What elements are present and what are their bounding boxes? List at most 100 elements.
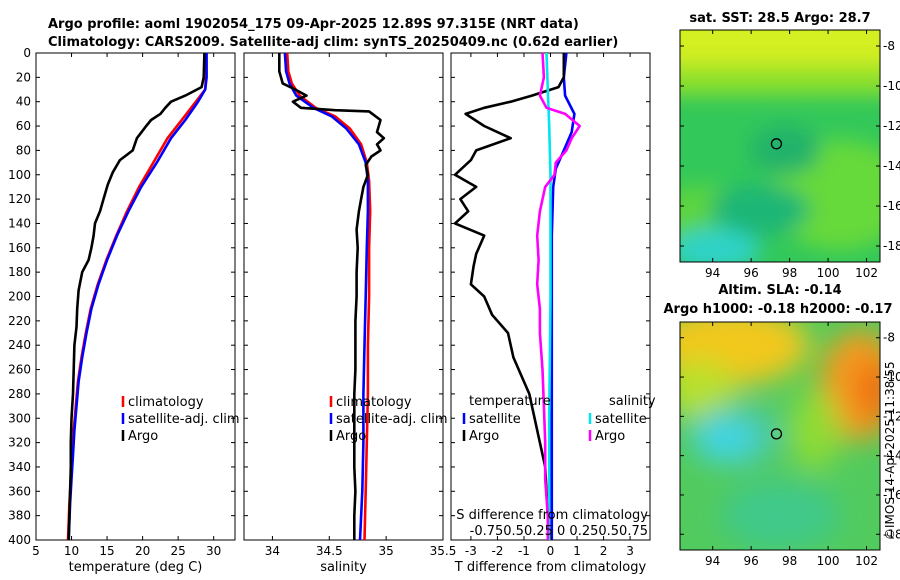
x-tick-label: 2 [600,544,608,558]
panel-frame [35,52,236,541]
sla-map-title-line2: Argo h1000: -0.18 h2000: -0.17 [663,302,892,317]
figure-title-line1: Argo profile: aoml 1902054_175 09-Apr-20… [48,17,579,32]
map-x-tick-label: 100 [817,554,840,568]
y-tick-label: 80 [16,143,31,157]
panel-frame [243,52,444,541]
series-line-satellite-adj-clim [67,53,208,541]
series-line-temperature-argo [453,53,566,541]
map-y-tick-label: -10 [883,370,900,384]
y-tick-label: 360 [8,484,31,498]
map-x-tick-label: 94 [705,554,720,568]
x-tick-label: 34.5 [316,544,343,558]
legend-label: satellite [595,412,647,427]
x-tick-label: 35 [379,544,394,558]
y-tick-label: 260 [8,363,31,377]
map-x-tick-label: 94 [705,266,720,280]
y-tick-label: 200 [8,290,31,304]
map-y-tick-label: -12 [883,409,900,423]
s-difference-tick-labels: -0.750.50.25 0 0.250.50.75 [470,524,648,539]
y-tick-label: 400 [8,533,31,547]
x-tick-label: 10 [64,544,79,558]
map-x-tick-label: 98 [782,266,797,280]
series-line-salinity-satellite [545,52,552,540]
sla-map: Altim. SLA: -0.14 Argo h1000: -0.18 h200… [663,283,900,568]
y-tick-label: 100 [8,168,31,182]
map-y-tick-label: -16 [883,199,900,213]
difference-panel: -3 -2 -1 0 1 2 3 T difference from climatology t… [450,52,656,575]
map-y-tick-label: -14 [883,449,900,463]
y-tick-label: 320 [8,436,31,450]
map-y-tick-label: -10 [883,79,900,93]
x-tick-label: -2 [491,544,503,558]
s-difference-axis-label: S difference from climatology [456,508,648,523]
y-tick-label: 160 [8,241,31,255]
legend-label: climatology [128,395,204,410]
y-tick-label: 300 [8,411,31,425]
x-axis-label: salinity [320,560,367,575]
x-tick-label: 35.5 [430,544,457,558]
x-tick-label: 5 [32,544,40,558]
x-tick-label: 25 [171,544,186,558]
map-y-tick-label: -12 [883,119,900,133]
argo-location-marker [770,428,783,440]
x-axis-label: T difference from climatology [454,560,647,575]
map-y-tick-label: -8 [883,331,895,345]
legend-label: satellite [469,412,521,427]
legend-label: Argo [595,429,625,444]
figure-title-line2: Climatology: CARS2009. Satellite-adj cli… [48,35,618,50]
temperature-panel: 0 20 40 60 80 100 120 140 160 180 200 220 240 260 280 3… [8,46,240,575]
map-x-tick-label: 102 [855,266,878,280]
x-tick-label: 3 [626,544,634,558]
series-line-argo [277,53,386,540]
legend-label: Argo [128,429,158,444]
y-tick-label: 20 [16,70,31,84]
series-line-salinity-argo [535,52,582,540]
map-y-tick-label: -8 [883,39,895,53]
y-tick-label: 380 [8,509,31,523]
legend-label: climatology [336,395,412,410]
legend-label: Argo [336,429,366,444]
salinity-panel: 34 34.5 35 35.5 salinity climatology satellite… [243,52,457,575]
y-tick-label: 220 [8,314,31,328]
y-tick-label: 180 [8,265,31,279]
y-tick-label: 340 [8,460,31,474]
map-x-tick-label: 96 [744,554,759,568]
legend-label: satellite-adj. clim [128,412,240,427]
sst-map: sat. SST: 28.5 Argo: 28.7 94 96 98 100 102 -8… [679,11,900,280]
y-tick-label: 0 [23,46,31,60]
x-tick-label: 15 [99,544,114,558]
y-tick-label: 140 [8,216,31,230]
argo-location-marker [770,138,783,150]
y-tick-label: 280 [8,387,31,401]
x-tick-label: -1 [518,544,530,558]
x-axis-label: temperature (deg C) [69,560,203,575]
legend-header-salinity: salinity [609,394,656,409]
credit-text: ©IMOS 14-Apr-2025 11:38:55 [883,361,897,540]
map-x-tick-label: 100 [817,266,840,280]
x-tick-label: -3 [465,544,477,558]
map-y-tick-label: -18 [883,239,900,253]
legend-header-temperature: temperature [469,394,551,409]
map-y-tick-label: -14 [883,159,900,173]
series-line-temperature-satellite [550,52,576,540]
map-x-tick-label: 96 [744,266,759,280]
legend-label: satellite-adj. clim [336,412,448,427]
map-y-tick-label: -16 [883,488,900,502]
sst-map-title: sat. SST: 28.5 Argo: 28.7 [689,11,870,26]
legend-label: Argo [469,429,499,444]
map-x-tick-label: 102 [855,554,878,568]
y-tick-label: 120 [8,192,31,206]
x-tick-label: 20 [135,544,150,558]
y-tick-label: 60 [16,119,31,133]
sla-map-title-line1: Altim. SLA: -0.14 [718,283,841,298]
map-x-tick-label: 98 [782,554,797,568]
y-tick-label: 240 [8,338,31,352]
x-tick-label: 34 [265,544,280,558]
x-tick-label: 1 [573,544,581,558]
map-y-tick-label: -18 [883,527,900,541]
x-tick-label: 30 [206,544,221,558]
y-tick-label: 40 [16,95,31,109]
series-line-argo [67,52,206,541]
x-tick-label: 0 [547,544,555,558]
